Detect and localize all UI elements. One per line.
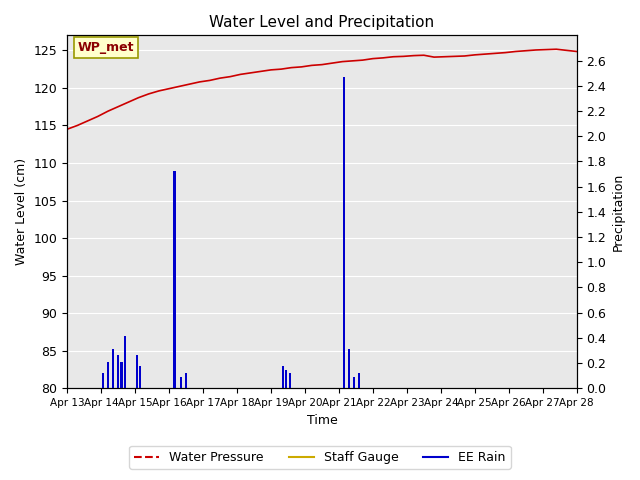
Bar: [117, 355, 119, 388]
Title: Water Level and Precipitation: Water Level and Precipitation: [209, 15, 435, 30]
Bar: [102, 373, 104, 388]
Bar: [289, 373, 291, 388]
Text: WP_met: WP_met: [77, 41, 134, 54]
Bar: [180, 377, 182, 388]
Bar: [173, 170, 175, 388]
Bar: [124, 336, 126, 388]
Bar: [348, 349, 350, 388]
Bar: [358, 373, 360, 388]
Bar: [107, 362, 109, 388]
Bar: [282, 366, 284, 388]
Bar: [353, 377, 355, 388]
Y-axis label: Water Level (cm): Water Level (cm): [15, 158, 28, 265]
Bar: [139, 366, 141, 388]
X-axis label: Time: Time: [307, 414, 337, 427]
Bar: [342, 77, 346, 388]
Legend: Water Pressure, Staff Gauge, EE Rain: Water Pressure, Staff Gauge, EE Rain: [129, 446, 511, 469]
Y-axis label: Precipitation: Precipitation: [612, 173, 625, 251]
Bar: [136, 355, 138, 388]
Bar: [112, 349, 114, 388]
Bar: [185, 373, 188, 388]
Bar: [120, 362, 122, 388]
Bar: [285, 370, 287, 388]
